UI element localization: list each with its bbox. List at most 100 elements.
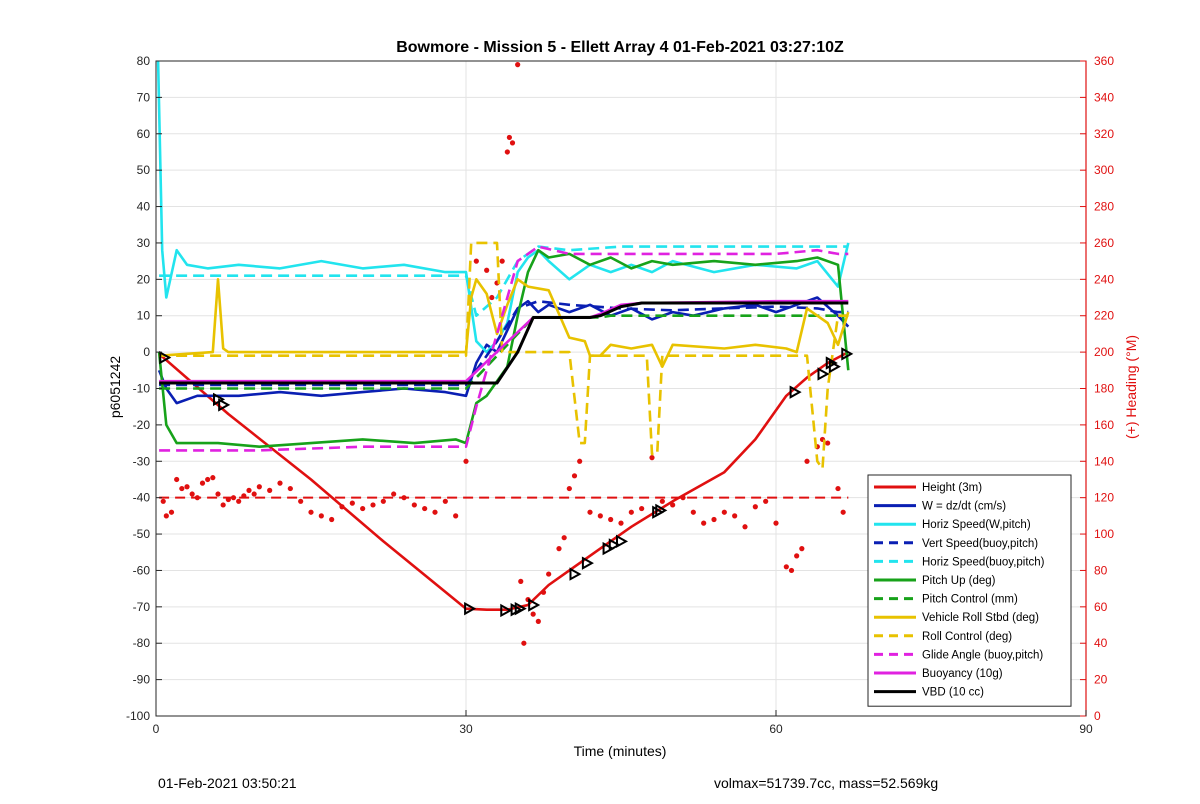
heading-point [484,267,490,273]
y-tick-label: -100 [126,709,150,723]
heading-point [799,546,805,552]
heading-point [225,496,231,503]
y2-tick-label: 360 [1094,54,1114,68]
heading-point [230,495,237,501]
triangle-marker [789,385,802,399]
heading-point [349,500,355,506]
y2-tick-label: 220 [1094,309,1114,323]
y2-tick-label: 300 [1094,163,1114,177]
heading-point [504,149,510,155]
series-line [159,301,849,385]
heading-point [163,513,169,519]
heading-point [442,498,448,504]
heading-point [773,520,779,526]
legend-entry: Vert Speed(buoy,pitch) [922,538,1038,550]
y-tick-label: 0 [143,345,150,359]
legend-entry: Horiz Speed(W,pitch) [922,519,1031,531]
y-tick-label: -10 [133,382,151,396]
heading-point [160,498,166,504]
triangle-marker [464,601,477,616]
triangle-marker [514,601,527,616]
triangle-marker [159,350,172,365]
heading-point [241,493,247,499]
heading-point [840,509,846,515]
heading-point [189,491,195,497]
heading-point [411,502,417,508]
legend-entry: Roll Control (deg) [922,631,1012,643]
heading-point [360,505,366,512]
chart-canvas: -100-90-80-70-60-50-40-30-20-10010203040… [107,39,1139,759]
heading-point [597,513,603,519]
triangle-marker [581,556,594,570]
x-tick-label: 0 [153,722,160,736]
triangle-marker [569,567,582,581]
triangle-marker [616,534,629,549]
heading-point [298,498,304,504]
heading-point [835,485,841,492]
y2-tick-label: 280 [1094,200,1114,214]
y-tick-label: -20 [133,418,151,432]
heading-point [194,495,200,501]
series-line [159,299,849,383]
heading-point [174,476,180,483]
y-tick-label: -50 [133,527,151,541]
heading-point [701,520,707,526]
triangle-marker [500,603,513,618]
heading-point [556,546,562,552]
x-tick-label: 30 [459,722,473,736]
legend-entry: Height (3m) [922,482,982,494]
heading-point [256,484,262,490]
series-line [159,314,849,390]
heading-point [639,505,645,512]
heading-point [577,458,583,464]
heading-point [199,480,206,486]
heading-point [825,440,831,446]
heading-point [530,611,536,617]
heading-point [499,258,505,264]
y2-tick-label: 160 [1094,418,1114,432]
y-tick-label: -60 [133,563,151,577]
legend-entry: Buoyancy (10g) [922,668,1003,680]
y-tick-label: 50 [137,163,151,177]
y-tick-label: 60 [137,127,151,141]
footer-timestamp: 01-Feb-2021 03:50:21 [158,775,297,791]
heading-point [401,495,407,501]
triangle-marker [218,398,231,412]
triangle-marker [817,367,830,381]
y2-tick-label: 260 [1094,236,1114,250]
series-line [160,350,849,612]
x-tick-label: 60 [769,722,783,736]
y-tick-label: 80 [137,54,151,68]
heading-point [210,475,216,481]
heading-point [168,509,175,515]
heading-point [179,485,185,492]
heading-point [690,509,696,515]
y-axis-label: p6051242 [107,356,123,419]
heading-point [251,491,257,497]
legend-entry: Vehicle Roll Stbd (deg) [922,612,1039,624]
series-line [157,248,850,449]
heading-point [587,509,593,515]
y2-tick-label: 180 [1094,382,1114,396]
triangle-marker [825,356,838,370]
heading-point [546,571,552,577]
y2-tick-label: 140 [1094,454,1114,468]
heading-point [628,509,634,515]
heading-point [788,567,795,574]
y2-tick-label: 120 [1094,491,1114,505]
legend-entry: Horiz Speed(buoy,pitch) [922,556,1045,568]
heading-point [763,498,769,504]
triangle-marker [602,541,615,556]
heading-point [287,485,293,492]
triangle-marker [528,598,541,612]
y2-tick-label: 40 [1094,636,1108,650]
heading-point [370,502,376,508]
legend-box [867,474,1072,707]
heading-point [506,134,512,141]
series-line [159,241,849,470]
y-tick-label: 70 [137,90,151,104]
heading-point [432,509,438,515]
series-line [157,296,850,405]
y-tick-label: -90 [133,673,151,687]
triangle-marker [608,538,621,552]
